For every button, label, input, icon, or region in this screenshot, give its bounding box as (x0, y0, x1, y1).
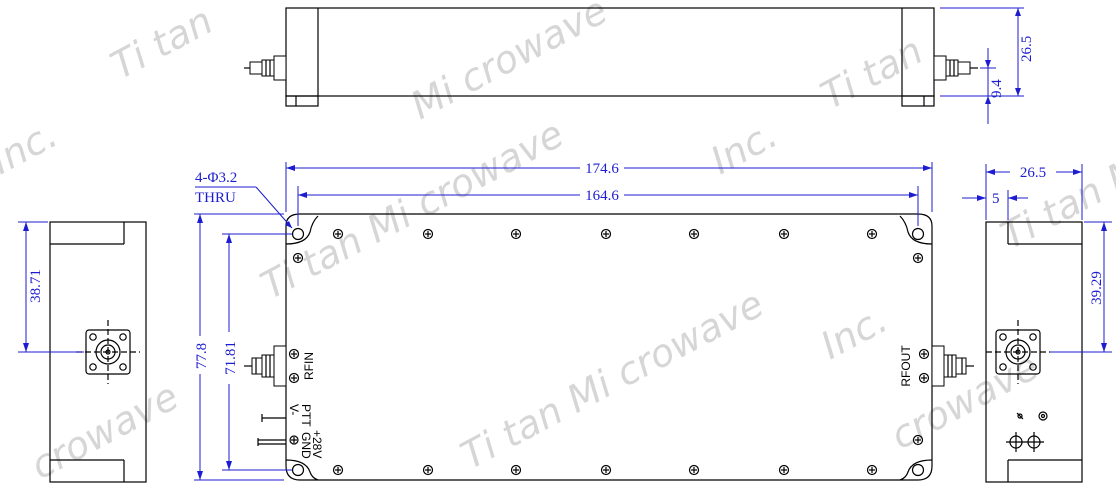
screw-head (688, 464, 700, 476)
dim-hole-spacing-y-label: 71.81 (223, 341, 239, 375)
dim-right-offset-label: 39.29 (1089, 271, 1105, 305)
rfin-label: RFIN (302, 352, 316, 380)
dim-overall-width-label: 77.8 (194, 343, 210, 369)
dim-hole-spacing-y: 71.81 (222, 233, 292, 471)
dim-hole-spacing-x-label: 164.6 (585, 188, 619, 204)
mounting-hole (911, 227, 925, 241)
screw-head (422, 228, 434, 240)
lid-screws (292, 228, 924, 476)
holes-callout: 4-Φ3.2 THRU (195, 170, 293, 229)
dim-height: 26.5 (940, 7, 1035, 97)
watermark-text: Inc. (0, 112, 65, 183)
dim-side-height-label: 26.5 (1020, 165, 1046, 181)
vminus-label: V- (287, 404, 301, 415)
watermark-text: Ti tan (814, 28, 930, 118)
watermark-text: Inc. (814, 297, 895, 368)
dim-height-label: 26.5 (1019, 36, 1035, 62)
rfin-connector: RFIN (244, 345, 316, 387)
foot-right (901, 95, 935, 107)
mounting-hole (911, 463, 925, 477)
dim-connector-height: 9.4 (980, 48, 1005, 124)
dim-right-offset: 39.29 (1050, 221, 1112, 353)
notch (285, 459, 319, 481)
screw-head (778, 464, 790, 476)
screw-head (912, 252, 924, 264)
dim-left-offset: 38.71 (18, 221, 84, 353)
watermark-text: Ti tan Mi crowave (254, 112, 571, 308)
screw-head (688, 228, 700, 240)
screw-head (292, 252, 304, 264)
screw-head (866, 228, 878, 240)
screw-head (866, 464, 878, 476)
screw-head (422, 464, 434, 476)
gnd-label: GND (299, 432, 313, 459)
mounting-hole (291, 463, 305, 477)
right-end-view: 26.5 5 39.29 (962, 164, 1112, 483)
rfout-label: RFOUT (899, 345, 913, 387)
screw-head (600, 464, 612, 476)
watermark-text: Ti tan (104, 0, 220, 88)
notch (899, 459, 933, 481)
dim-side-offset: 5 (962, 190, 1028, 220)
screw-head (778, 228, 790, 240)
notch (899, 215, 933, 245)
rfout-flange-face (986, 320, 1050, 384)
mounting-hole (291, 227, 305, 241)
screw-head (332, 464, 344, 476)
dim-hole-spacing-x: 164.6 (297, 186, 919, 226)
rfout-connector: RFOUT (899, 345, 974, 387)
ptt-label: PTT (299, 404, 313, 427)
main-plan-view: RFIN RFOUT (194, 161, 974, 481)
notch (285, 215, 319, 245)
dim-overall-length: 174.6 (285, 161, 933, 212)
screw-head (510, 464, 522, 476)
body-outline (285, 7, 935, 97)
plus28v-label: +28V (310, 430, 324, 458)
watermark-text: Mi crowave (404, 0, 615, 128)
left-end-view: 38.71 (18, 221, 147, 483)
rfin-flange-face (76, 320, 140, 384)
watermark-text: Ti tan Mi crowave (454, 282, 771, 478)
dim-side-offset-label: 5 (992, 191, 1000, 207)
watermark-text: crowave (24, 374, 186, 484)
dim-side-height: 26.5 (985, 164, 1083, 220)
top-side-view: 26.5 9.4 (244, 7, 1035, 124)
rfout-connector-side (933, 55, 978, 81)
holes-callout-label: 4-Φ3.2 (195, 170, 237, 186)
dim-overall-length-label: 174.6 (585, 161, 619, 177)
rfin-connector-side (244, 55, 287, 81)
dc-terminal-face (1006, 411, 1048, 452)
mounting-holes (285, 215, 933, 481)
dim-connector-height-label: 9.4 (989, 79, 1005, 98)
screw-head (510, 228, 522, 240)
foot-left (285, 95, 319, 107)
screw-head (912, 434, 924, 446)
dim-left-offset-label: 38.71 (28, 269, 44, 303)
holes-thru-label: THRU (195, 190, 236, 206)
body-outline (285, 213, 933, 481)
watermark-text: Ti tan M (994, 147, 1116, 258)
watermark-text: Inc. (704, 112, 785, 183)
screw-head (332, 228, 344, 240)
dim-overall-width: 77.8 (194, 213, 284, 481)
dc-terminals: PTT V- +28V GND (257, 404, 324, 459)
screw-head (600, 228, 612, 240)
